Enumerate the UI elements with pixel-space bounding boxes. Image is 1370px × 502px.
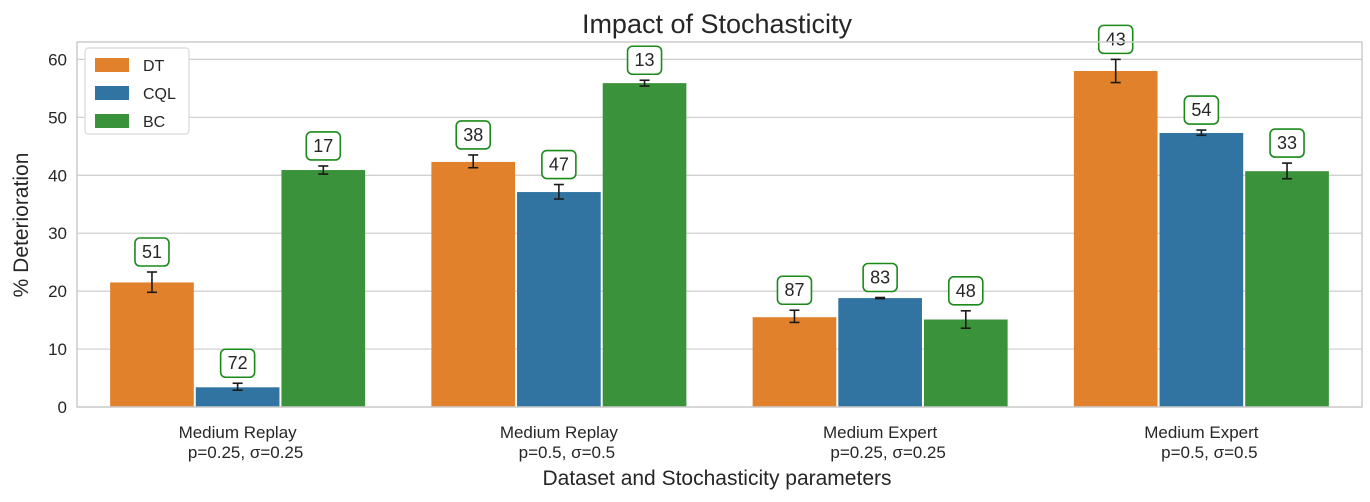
x-tick-sublabel: p=0.25, σ=0.25 [830, 443, 945, 462]
annotation-box [1097, 24, 1134, 55]
annotation-label: 43 [1106, 29, 1126, 49]
y-ticks: 0 10 20 30 40 50 60 [48, 50, 67, 417]
annotation-box [455, 120, 492, 150]
legend-swatch-bc [95, 114, 129, 128]
annotation-box [219, 348, 256, 379]
bar-cql [838, 298, 922, 407]
bar-annotation: 47 [541, 149, 577, 180]
annotation-box [862, 262, 898, 293]
annotation-label: 72 [228, 353, 248, 373]
annotation-label: 33 [1277, 133, 1297, 153]
x-tick-label: Medium Replay [179, 423, 298, 442]
error-bar [146, 271, 157, 294]
annotation-box [134, 237, 170, 267]
bar-annotation: 17 [305, 131, 342, 161]
x-tick-label: Medium Replay [500, 423, 619, 442]
plot-frame [76, 41, 1363, 408]
annotation-label: 13 [635, 50, 655, 70]
annotation-label: 51 [142, 242, 162, 262]
error-bar [960, 310, 971, 330]
bar-bc [602, 83, 687, 407]
y-tick-label: 60 [48, 50, 67, 69]
legend-label-cql: CQL [143, 86, 176, 103]
bar-annotations: 51 38 87 43 72 47 83 54 17 13 48 33 [134, 24, 1305, 379]
error-bar [1282, 162, 1293, 180]
error-bar [468, 154, 479, 169]
annotation-label: 48 [956, 281, 976, 301]
legend: DT CQL BC [84, 47, 190, 135]
error-bar [789, 309, 800, 324]
annotation-label: 87 [784, 280, 804, 300]
legend-label-dt: DT [143, 58, 165, 75]
x-tick-sublabel: p=0.5, σ=0.5 [1161, 443, 1258, 462]
legend-label-bc: BC [143, 114, 165, 131]
error-bar [875, 296, 886, 300]
bar-annotation: 87 [776, 275, 813, 306]
legend-swatch-dt [95, 58, 129, 72]
bar-annotation: 54 [1183, 95, 1220, 125]
x-tick-label: Medium Expert [823, 423, 938, 442]
legend-swatch-cql [95, 86, 129, 100]
y-tick-label: 50 [48, 108, 67, 127]
annotation-box [1269, 128, 1305, 158]
bar-cql [1159, 132, 1244, 407]
y-axis-label: % Deterioration [10, 153, 33, 298]
bar-bc [923, 319, 1008, 407]
y-tick-label: 40 [48, 166, 67, 185]
y-tick-label: 30 [48, 224, 67, 243]
annotation-label: 38 [463, 125, 483, 145]
bar-annotation: 33 [1269, 128, 1305, 158]
bar-bc [1245, 171, 1329, 407]
bar-cql [195, 387, 280, 407]
bar-dt [752, 317, 837, 407]
bar-annotation: 72 [219, 348, 256, 379]
y-tick-label: 10 [48, 340, 67, 359]
y-tick-label: 20 [48, 282, 67, 301]
x-tick-sublabel: p=0.5, σ=0.5 [519, 443, 616, 462]
bar-dt [110, 282, 194, 407]
error-bar [318, 165, 329, 175]
bar-annotation: 83 [862, 262, 898, 293]
error-bar [639, 79, 650, 87]
annotation-label: 17 [313, 136, 333, 156]
annotation-label: 83 [870, 268, 890, 288]
bar-annotation: 38 [455, 120, 492, 150]
error-bar [553, 183, 564, 200]
x-axis-label: Dataset and Stochasticity parameters [542, 467, 891, 490]
annotation-box [776, 275, 813, 306]
bar-cql [517, 192, 601, 407]
bar-annotation: 43 [1097, 24, 1134, 55]
annotation-box [541, 149, 577, 180]
error-bar [232, 382, 243, 391]
bar-dt [1073, 70, 1158, 407]
bar-dt [431, 161, 516, 407]
bar-annotation: 48 [947, 276, 984, 306]
chart-title: Impact of Stochasticity [582, 9, 853, 39]
bar-bc [281, 170, 366, 407]
annotation-box [1183, 95, 1220, 125]
annotation-label: 47 [549, 155, 569, 175]
x-tick-label: Medium Expert [1144, 423, 1259, 442]
error-bar [1196, 129, 1207, 137]
bars [110, 70, 1329, 407]
annotation-label: 54 [1191, 100, 1211, 120]
annotation-box [626, 45, 663, 76]
annotation-box [305, 131, 342, 161]
y-tick-label: 0 [58, 398, 67, 417]
bar-annotation: 13 [626, 45, 663, 76]
annotation-box [947, 276, 984, 306]
x-tick-sublabel: p=0.25, σ=0.25 [188, 443, 303, 462]
error-bars [146, 58, 1293, 391]
bar-annotation: 51 [134, 237, 170, 267]
error-bar [1110, 58, 1121, 84]
